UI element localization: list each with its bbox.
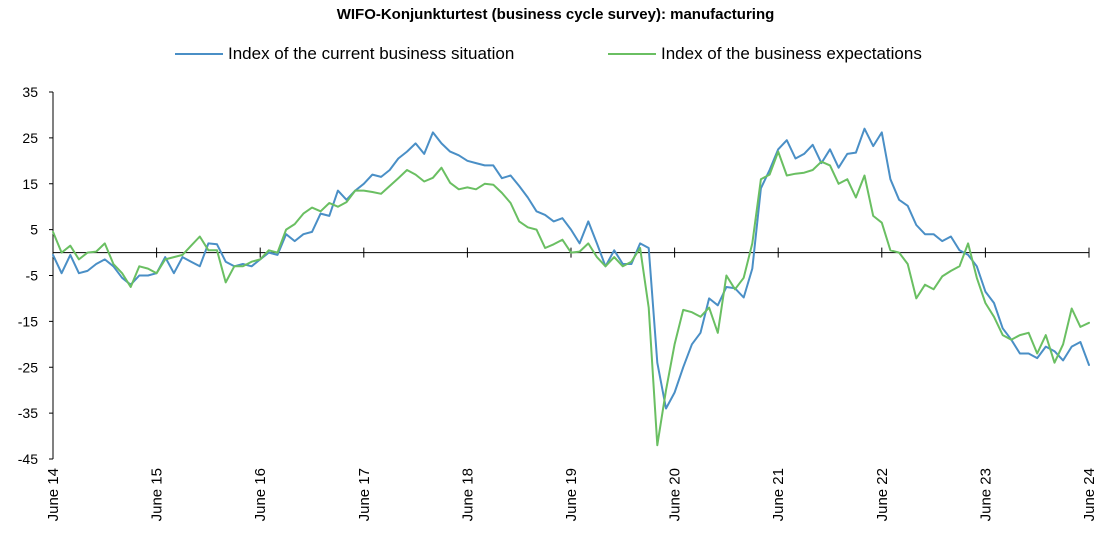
y-tick-label: 15 — [22, 176, 38, 192]
legend: Index of the current business situation … — [0, 44, 1111, 66]
series-line-expectations — [52, 150, 1090, 447]
legend-swatch-expectations — [608, 53, 656, 55]
y-tick-label: -5 — [26, 268, 39, 284]
y-tick-label: 35 — [22, 84, 38, 100]
legend-label-current-situation: Index of the current business situation — [228, 44, 515, 63]
x-tick-label: June 16 — [252, 468, 269, 521]
x-tick-label: June 15 — [149, 468, 166, 521]
x-tick-label: June 21 — [770, 468, 787, 521]
legend-label-expectations: Index of the business expectations — [661, 44, 922, 63]
x-tick-label: June 18 — [459, 468, 476, 521]
x-tick-label: June 20 — [667, 468, 684, 521]
legend-item-current-situation: Index of the current business situation — [175, 44, 514, 64]
chart-title: WIFO-Konjunkturtest (business cycle surv… — [336, 6, 775, 23]
x-tick-label: June 19 — [563, 468, 580, 521]
y-tick-label: -15 — [18, 313, 38, 329]
y-tick-label: -25 — [18, 359, 38, 375]
x-tick-label: June 24 — [1081, 468, 1098, 521]
x-tick-label: June 14 — [45, 468, 62, 521]
y-tick-label: -45 — [18, 451, 38, 467]
x-tick-label: June 17 — [356, 468, 373, 521]
y-tick-label: 25 — [22, 130, 38, 146]
x-tick-label: June 23 — [977, 468, 994, 521]
x-tick-label: June 22 — [874, 468, 891, 521]
legend-swatch-current-situation — [175, 53, 223, 55]
series-line-current-situation — [52, 127, 1090, 410]
y-tick-label: -35 — [18, 405, 38, 421]
y-tick-label: 5 — [30, 222, 38, 238]
legend-item-expectations: Index of the business expectations — [608, 44, 922, 64]
